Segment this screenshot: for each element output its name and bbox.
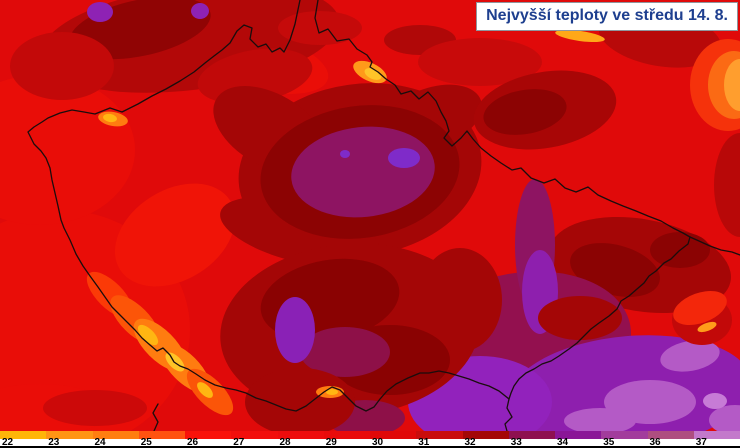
temperature-field-svg: [10, 0, 740, 431]
scale-label-37: 37: [695, 437, 707, 448]
scale-segment-22: [0, 431, 47, 439]
scale-segment-32: [462, 431, 509, 439]
scale-label-33: 33: [510, 437, 522, 448]
poland-slovakia-border: [689, 236, 740, 256]
scale-segment-25: [138, 431, 185, 439]
temperature-scale-labels: 22 23 24 25 26 27 28 29 30 31 32 33 34 35 36 37: [0, 437, 740, 448]
scale-label-29: 29: [325, 437, 337, 448]
scale-segment-27: [231, 431, 278, 439]
weather-map: [10, 0, 740, 431]
temperature-scale: 22 23 24 25 26 27 28 29 30 31 32 33 34 35 36 37: [0, 431, 740, 448]
scale-label-32: 32: [464, 437, 476, 448]
germany-austria-border: [152, 403, 159, 431]
title-box: Nejvyšší teploty ve středu 14. 8.: [476, 2, 738, 31]
scale-segment-30: [370, 431, 417, 439]
scale-label-23: 23: [48, 437, 60, 448]
scale-label-36: 36: [649, 437, 661, 448]
scale-label-27: 27: [233, 437, 245, 448]
scale-segment-34: [555, 431, 602, 439]
scale-segment-23: [46, 431, 93, 439]
scale-label-22: 22: [2, 437, 14, 448]
scale-segment-31: [416, 431, 463, 439]
scale-segment-35: [601, 431, 648, 439]
title-text: Nejvyšší teploty ve středu 14. 8.: [486, 7, 728, 24]
scale-label-35: 35: [603, 437, 615, 448]
austria-slovakia-border: [504, 398, 513, 431]
scale-segment-33: [508, 431, 555, 439]
scale-label-24: 24: [94, 437, 106, 448]
scale-segment-29: [323, 431, 370, 439]
scale-segment-24: [92, 431, 139, 439]
scale-label-34: 34: [557, 437, 569, 448]
czech-republic-border: [27, 0, 691, 412]
scale-label-31: 31: [418, 437, 430, 448]
scale-label-26: 26: [187, 437, 199, 448]
scale-label-30: 30: [372, 437, 384, 448]
scale-segment-26: [185, 431, 232, 439]
scale-label-28: 28: [279, 437, 291, 448]
scale-label-25: 25: [140, 437, 152, 448]
scale-segment-36: [647, 431, 694, 439]
temperature-scale-bar: [0, 431, 740, 439]
scale-segment-28: [277, 431, 324, 439]
scale-segment-37: [693, 431, 740, 439]
